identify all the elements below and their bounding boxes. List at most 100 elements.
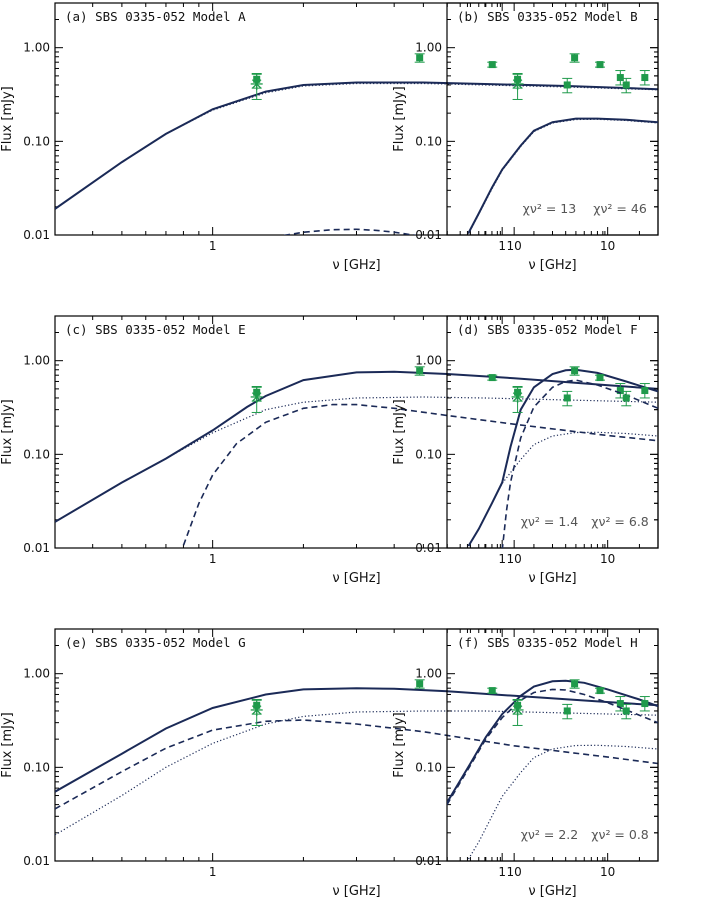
model-curve-dotted [55,710,658,836]
plot-frame [446,2,659,236]
data-point-square [563,81,571,89]
chi-square-label: χν² = 46 [593,201,647,216]
y-axis-label: Flux [mJy] [392,86,407,152]
x-tick-label: 1 [498,552,506,566]
data-point-square [641,74,649,82]
x-tick-label: 10 [600,552,615,566]
y-tick-label: 0.01 [23,854,50,868]
chi-square-label: χν² = 6.8 [591,514,649,529]
x-tick-label: 1 [209,552,217,566]
model-curves [55,81,658,235]
y-tick-label: 0.10 [415,134,442,148]
data-point-asterisk [250,703,263,716]
data-point-square [563,394,571,402]
observations [250,53,626,100]
model-curve-dashed [447,688,658,806]
chart-panel-4: 1 100.010.101.00ν [GHz]Flux [mJy](d) SBS … [392,315,659,586]
model-curves [55,370,658,548]
model-curves [467,368,658,548]
x-axis-label: ν [GHz] [332,571,380,586]
x-axis-label: ν [GHz] [332,884,380,899]
y-axis-label: Flux [mJy] [0,712,15,778]
data-point-square [641,700,649,708]
model-curve-solid [467,117,658,234]
y-axis-label: Flux [mJy] [0,399,15,465]
data-point-asterisk [250,77,263,90]
data-point-square [616,700,624,708]
data-point-square [641,387,649,395]
panel-title: (b) SBS 0335-052 Model B [457,9,638,24]
observations [511,366,650,413]
x-axis-label: ν [GHz] [332,258,380,273]
data-point-square [622,707,630,715]
data-point-square [571,367,579,375]
data-point-square [616,74,624,82]
data-point-square [596,687,604,695]
model-curve-solid [55,687,658,793]
y-tick-label: 0.01 [415,228,442,242]
model-curve-solid [447,679,658,804]
x-axis-label: ν [GHz] [528,571,576,586]
asterisk-stroke [251,392,262,402]
data-point-square [571,54,579,62]
data-point-square [616,387,624,395]
x-tick-label: 10 [600,239,615,253]
panel-title: (f) SBS 0335-052 Model H [457,635,638,650]
y-tick-label: 0.01 [23,228,50,242]
data-point-square [596,374,604,382]
x-tick-label: 1 [498,865,506,879]
data-point-asterisk [511,77,524,90]
asterisk-stroke [512,392,523,402]
data-point-square [622,394,630,402]
data-point-asterisk [250,390,263,403]
y-tick-label: 0.10 [23,447,50,461]
chi-square-label: χν² = 1.4 [521,514,579,529]
data-point-asterisk [511,703,524,716]
y-axis-label: Flux [mJy] [392,712,407,778]
chart-panel-6: 1 100.010.101.00ν [GHz]Flux [mJy](f) SBS … [392,628,659,899]
y-tick-label: 1.00 [415,354,442,368]
data-point-square [622,81,630,89]
model-curve-dashed [281,228,419,235]
x-tick-label: 10 [507,552,522,566]
asterisk-stroke [251,79,262,89]
model-curves [467,117,658,235]
model-curve-solid [55,81,658,210]
model-curve-dotted [55,82,658,210]
observations [511,679,650,726]
y-tick-label: 0.10 [415,447,442,461]
observations [250,679,626,726]
plot-frame [446,628,659,862]
data-point-square [596,61,604,69]
y-tick-label: 0.10 [415,760,442,774]
model-curve-solid [55,370,658,523]
panel-title: (c) SBS 0335-052 Model E [65,322,246,337]
x-axis-label: ν [GHz] [528,884,576,899]
y-tick-label: 1.00 [23,667,50,681]
chart-panel-5: 1 100.010.101.00ν [GHz]Flux [mJy](e) SBS … [0,628,659,899]
chi-square-label: χν² = 13 [523,201,577,216]
y-tick-label: 0.01 [23,541,50,555]
chart-panel-3: 1 100.010.101.00ν [GHz]Flux [mJy](c) SBS … [0,315,659,586]
y-tick-label: 1.00 [415,667,442,681]
observations [250,366,626,413]
chi-square-label: χν² = 2.2 [521,827,579,842]
data-point-asterisk [511,390,524,403]
y-tick-label: 1.00 [23,41,50,55]
x-axis-label: ν [GHz] [528,258,576,273]
x-tick-label: 10 [507,239,522,253]
y-tick-label: 1.00 [415,41,442,55]
x-tick-label: 1 [209,239,217,253]
data-point-square [488,61,496,69]
data-point-square [416,54,424,62]
observations [511,53,650,100]
chart-panel-2: 1 100.010.101.00ν [GHz]Flux [mJy](b) SBS … [392,2,659,273]
plot-frame [446,315,659,549]
panel-title: (e) SBS 0335-052 Model G [65,635,246,650]
model-curves [55,687,658,836]
y-tick-label: 0.01 [415,854,442,868]
y-tick-label: 0.01 [415,541,442,555]
model-curves [447,679,658,860]
data-point-square [416,367,424,375]
model-curve-dashed [55,719,658,810]
